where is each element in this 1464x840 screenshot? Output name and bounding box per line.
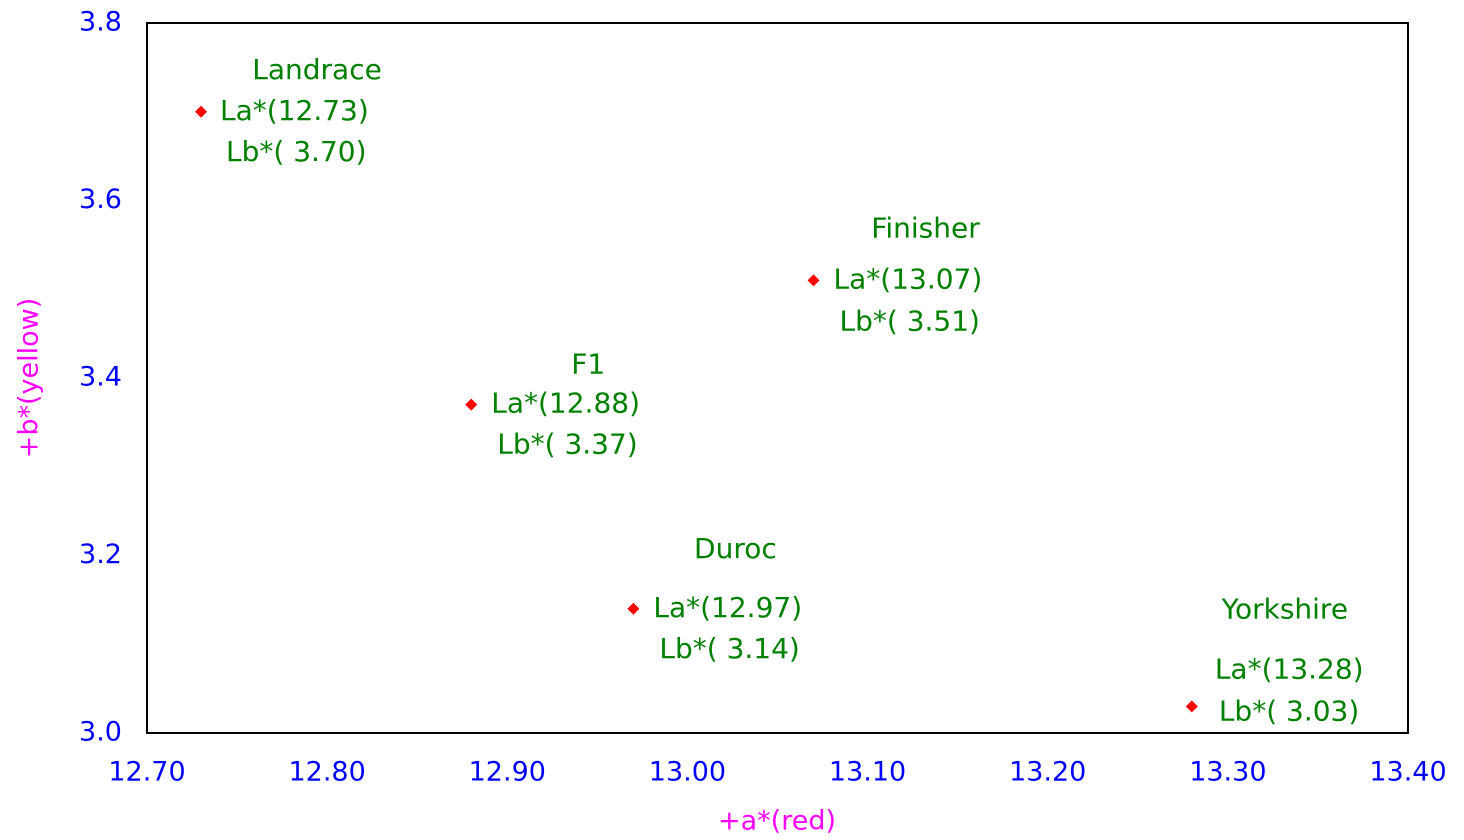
y-value-label: Lb*( 3.14) bbox=[659, 632, 799, 665]
y-value-label: Lb*( 3.51) bbox=[840, 304, 980, 337]
point bbox=[627, 602, 640, 615]
plot-frame bbox=[146, 22, 1409, 734]
point-name: Finisher bbox=[871, 211, 980, 244]
x-tick-label: 12.80 bbox=[288, 757, 365, 788]
point-name: F1 bbox=[571, 348, 605, 381]
point-name: Duroc bbox=[694, 532, 777, 565]
x-value-label: La*(12.97) bbox=[653, 591, 802, 624]
y-tick-label: 3.6 bbox=[79, 184, 122, 215]
point bbox=[465, 398, 478, 411]
y-value-label: Lb*( 3.70) bbox=[226, 135, 366, 168]
x-tick-label: 12.90 bbox=[469, 757, 546, 788]
x-value-label: La*(13.07) bbox=[834, 262, 983, 295]
y-tick-label: 3.0 bbox=[79, 717, 122, 748]
x-tick-label: 13.30 bbox=[1189, 757, 1266, 788]
x-value-label: La*(12.88) bbox=[491, 387, 640, 420]
x-tick-label: 13.40 bbox=[1369, 757, 1446, 788]
x-tick-label: 13.20 bbox=[1009, 757, 1086, 788]
y-value-label: Lb*( 3.03) bbox=[1219, 694, 1359, 727]
y-axis-title: +b*(yellow) bbox=[14, 298, 45, 459]
point bbox=[1185, 700, 1198, 713]
point bbox=[195, 105, 208, 118]
y-tick-label: 3.8 bbox=[79, 7, 122, 38]
point bbox=[807, 274, 820, 287]
x-tick-label: 13.00 bbox=[649, 757, 726, 788]
x-value-label: La*(12.73) bbox=[220, 94, 369, 127]
x-axis-title: +a*(red) bbox=[718, 806, 836, 837]
y-value-label: Lb*( 3.37) bbox=[497, 428, 637, 461]
x-value-label: La*(13.28) bbox=[1215, 652, 1364, 685]
x-tick-label: 13.10 bbox=[829, 757, 906, 788]
y-tick-label: 3.4 bbox=[79, 362, 122, 393]
point-name: Yorkshire bbox=[1221, 592, 1348, 625]
point-name: Landrace bbox=[252, 53, 382, 86]
y-tick-label: 3.2 bbox=[79, 539, 122, 570]
x-tick-label: 12.70 bbox=[108, 757, 185, 788]
